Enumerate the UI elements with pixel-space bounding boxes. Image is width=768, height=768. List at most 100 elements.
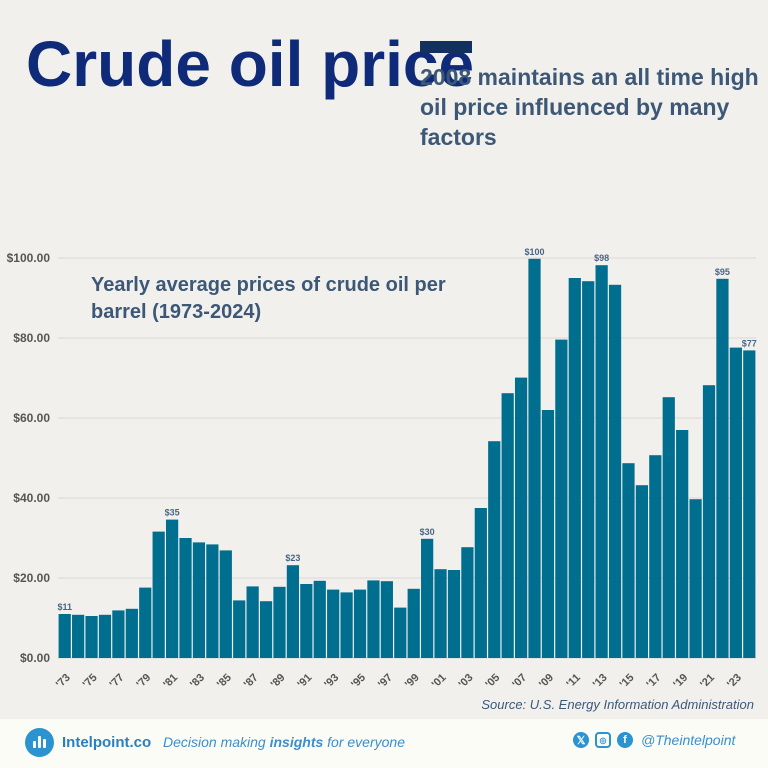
bar-1981: [165, 519, 179, 658]
footer: Intelpoint.co Decision making insights f…: [0, 719, 768, 768]
x-tick-label: '81: [161, 672, 180, 691]
bar-2020: [689, 499, 702, 658]
bar-1996: [367, 580, 380, 658]
x-tick-label: '23: [725, 672, 744, 691]
bar-1991: [300, 584, 313, 658]
bar-1994: [340, 592, 353, 658]
x-tick-label: '11: [564, 672, 583, 691]
x-tick-label: '79: [134, 672, 153, 691]
y-tick-label: $60.00: [13, 411, 50, 425]
x-tick-label: '99: [403, 672, 422, 691]
bar-2018: [662, 397, 675, 658]
x-tick-label: '21: [698, 672, 717, 691]
bar-1999: [407, 588, 420, 658]
instagram-icon[interactable]: ◎: [595, 732, 611, 748]
data-label: $95: [715, 267, 730, 277]
bar-1974: [72, 614, 85, 658]
x-tick-label: '77: [108, 672, 127, 691]
bar-1973: [58, 614, 71, 658]
bar-1987: [246, 586, 259, 658]
bar-1997: [380, 581, 393, 658]
bar-1978: [125, 608, 138, 658]
accent-bar: [420, 41, 472, 53]
x-icon[interactable]: 𝕏: [573, 732, 589, 748]
bar-2000: [421, 538, 434, 658]
bar-1990: [286, 565, 300, 658]
x-tick-label: '83: [188, 672, 207, 691]
x-tick-label: '75: [81, 672, 100, 691]
bar-2021: [702, 385, 716, 658]
chart-subtitle: Yearly average prices of crude oil per b…: [91, 274, 446, 323]
bar-2001: [434, 569, 447, 658]
facebook-icon[interactable]: f: [617, 732, 633, 748]
x-tick-label: '01: [430, 672, 449, 691]
x-tick-label: '05: [483, 672, 502, 691]
bar-1985: [219, 550, 232, 658]
bar-2007: [514, 377, 528, 658]
page-title: Crude oil price: [26, 28, 475, 100]
bar-1995: [353, 589, 367, 658]
bar-2022: [716, 278, 729, 658]
y-tick-label: $0.00: [20, 651, 50, 665]
bar-2024: [743, 350, 756, 658]
bar-2010: [555, 339, 568, 658]
bar-1993: [327, 589, 340, 658]
bar-2003: [461, 547, 474, 658]
bar-1982: [179, 538, 192, 658]
data-label: $77: [742, 338, 757, 348]
bar-1992: [313, 580, 326, 658]
bar-2016: [635, 485, 649, 658]
bar-1983: [192, 542, 206, 658]
x-tick-label: '89: [269, 672, 288, 691]
bar-1988: [259, 601, 273, 658]
bar-1989: [273, 586, 286, 658]
bar-1976: [98, 614, 112, 658]
source-note: Source: U.S. Energy Information Administ…: [481, 697, 754, 712]
intelpoint-logo-icon: [25, 728, 54, 757]
bar-2011: [568, 278, 581, 658]
y-tick-label: $100.00: [7, 251, 51, 265]
bar-2008: [528, 258, 541, 658]
bar-1986: [233, 600, 246, 658]
bar-2005: [488, 441, 501, 658]
x-tick-label: '15: [618, 672, 637, 691]
bar-chart: $0.00 $20.00 $40.00 $60.00 $80.00 $100.00 '73 '…: [7, 247, 757, 691]
bar-2023: [729, 347, 742, 658]
bar-2006: [501, 393, 514, 658]
headline-subtitle: 2008 maintains an all time high oil pric…: [420, 64, 759, 150]
bar-1979: [139, 587, 152, 658]
x-tick-label: '07: [510, 672, 529, 691]
y-tick-label: $20.00: [13, 571, 50, 585]
bar-2004: [474, 508, 487, 658]
y-tick-label: $40.00: [13, 491, 50, 505]
bar-2012: [582, 281, 595, 658]
bar-2014: [608, 284, 622, 658]
bar-1984: [206, 544, 219, 658]
bar-2013: [595, 265, 608, 658]
x-tick-label: '87: [242, 672, 261, 691]
bar-2019: [676, 430, 689, 658]
social-links: 𝕏 ◎ f @Theintelpoint: [573, 732, 735, 748]
bar-1998: [394, 607, 407, 658]
data-label: $23: [285, 553, 300, 563]
x-tick-label: '93: [322, 672, 341, 691]
x-tick-label: '73: [54, 672, 73, 691]
x-tick-label: '19: [671, 672, 690, 691]
brand-name[interactable]: Intelpoint.co: [62, 734, 152, 751]
data-label: $11: [57, 602, 72, 612]
x-tick-label: '09: [537, 672, 556, 691]
bar-2015: [622, 463, 635, 658]
bar-1975: [85, 616, 98, 658]
x-tick-label: '95: [349, 672, 368, 691]
x-tick-label: '85: [215, 672, 234, 691]
y-tick-label: $80.00: [13, 331, 50, 345]
data-label: $100: [525, 247, 545, 257]
data-label: $35: [165, 508, 180, 518]
tagline: Decision making insights for everyone: [163, 734, 405, 750]
x-tick-label: '03: [457, 672, 476, 691]
social-handle[interactable]: @Theintelpoint: [641, 732, 736, 748]
data-label: $30: [420, 527, 435, 537]
bar-2009: [541, 410, 555, 658]
bar-1980: [152, 531, 165, 658]
x-tick-label: '97: [376, 672, 395, 691]
